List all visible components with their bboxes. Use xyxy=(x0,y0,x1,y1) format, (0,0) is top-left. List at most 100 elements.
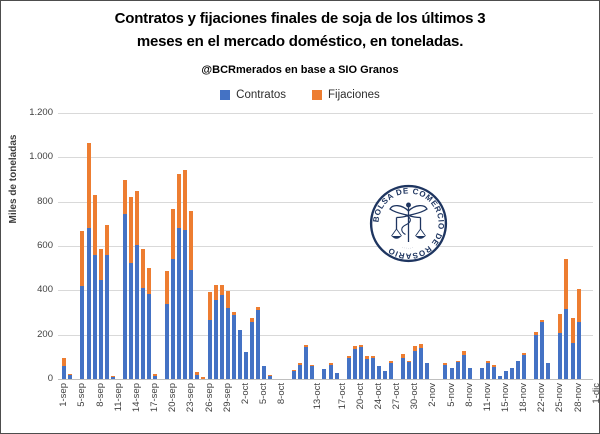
bar-contratos-segment xyxy=(213,300,218,379)
plot-area xyxy=(58,113,593,380)
bar-contratos-segment xyxy=(183,229,188,379)
bar-contratos-segment xyxy=(382,371,387,379)
bar-contratos-segment xyxy=(516,360,521,379)
x-tick-label: 14-sep xyxy=(130,383,142,413)
bar-contratos-segment xyxy=(461,354,466,379)
x-tick-label: 22-nov xyxy=(536,383,548,413)
bar-contratos-segment xyxy=(522,354,527,379)
y-tick-label: 0 xyxy=(47,373,53,384)
bar-fijaciones-segment xyxy=(413,346,418,351)
bar-contratos-segment xyxy=(249,321,254,379)
bar-fijaciones-segment xyxy=(304,345,309,348)
x-tick-label: 24-oct xyxy=(372,383,384,410)
bar-fijaciones-segment xyxy=(201,377,206,379)
chart-subtitle: @BCRmerados en base a SIO Granos xyxy=(201,64,399,76)
bar-fijaciones-segment xyxy=(68,374,73,376)
bar-contratos-segment xyxy=(576,321,581,379)
bar-contratos-segment xyxy=(370,358,375,379)
bar-contratos-segment xyxy=(195,374,200,379)
bar-fijaciones-segment xyxy=(225,290,230,309)
bar-fijaciones-segment xyxy=(352,346,357,350)
bar-fijaciones-segment xyxy=(407,361,412,363)
gridline xyxy=(58,201,593,203)
x-tick-label: 18-nov xyxy=(518,383,530,413)
bar-contratos-segment xyxy=(334,373,339,379)
x-tick-label: 17-oct xyxy=(336,383,348,410)
bar-contratos-segment xyxy=(401,358,406,379)
x-tick-label: 11-nov xyxy=(481,383,493,412)
bar-contratos-segment xyxy=(546,363,551,379)
bar-fijaciones-segment xyxy=(128,196,133,263)
x-tick-label: 1-dic xyxy=(590,383,600,404)
bar-fijaciones-segment xyxy=(122,179,127,215)
x-tick-label: 5-nov xyxy=(445,383,457,407)
bar-contratos-segment xyxy=(104,255,109,379)
bar-contratos-segment xyxy=(225,308,230,379)
x-tick-label: 26-sep xyxy=(203,383,215,413)
bar-fijaciones-segment xyxy=(328,362,333,365)
bar-contratos-segment xyxy=(407,362,412,379)
bar-fijaciones-segment xyxy=(419,344,424,349)
chart-title: Contratos y fijaciones finales de soja d… xyxy=(1,8,599,53)
bar-contratos-segment xyxy=(140,288,145,379)
bar-contratos-segment xyxy=(497,376,502,379)
bar-fijaciones-segment xyxy=(540,320,545,322)
fijaciones-swatch-icon xyxy=(312,90,323,100)
x-tick-label: 8-oct xyxy=(276,383,288,405)
bar-fijaciones-segment xyxy=(104,224,109,256)
bar-contratos-segment xyxy=(207,320,212,379)
bar-contratos-segment xyxy=(310,366,315,379)
bar-contratos-segment xyxy=(358,347,363,379)
bar-contratos-segment xyxy=(322,369,327,379)
bar-fijaciones-segment xyxy=(86,142,91,228)
bar-fijaciones-segment xyxy=(576,289,581,322)
bar-fijaciones-segment xyxy=(140,248,145,289)
x-tick-label: 13-oct xyxy=(312,383,324,410)
bar-fijaciones-segment xyxy=(370,355,375,359)
bar-contratos-segment xyxy=(443,365,448,379)
x-tick-label: 29-sep xyxy=(221,383,233,413)
gridline xyxy=(58,246,593,247)
bar-fijaciones-segment xyxy=(255,306,260,311)
x-tick-label: 1-sep xyxy=(58,383,70,407)
bar-contratos-segment xyxy=(86,227,91,379)
bar-fijaciones-segment xyxy=(92,194,97,256)
bar-fijaciones-segment xyxy=(570,318,575,344)
bar-fijaciones-segment xyxy=(62,357,67,367)
bar-contratos-segment xyxy=(304,347,309,379)
bar-fijaciones-segment xyxy=(455,360,460,363)
y-axis-title: Miles de toneladas xyxy=(8,134,19,224)
bar-fijaciones-segment xyxy=(207,292,212,321)
x-tick-label: 2-nov xyxy=(427,383,439,407)
seal-bottom-ornament: · · · · · · xyxy=(401,245,413,250)
bar-fijaciones-segment xyxy=(165,271,170,304)
y-tick-label: 600 xyxy=(37,240,53,251)
bar-fijaciones-segment xyxy=(461,351,466,355)
bar-contratos-segment xyxy=(298,364,303,379)
bar-contratos-segment xyxy=(219,295,224,379)
bar-contratos-segment xyxy=(534,334,539,379)
bar-contratos-segment xyxy=(147,293,151,379)
bar-contratos-segment xyxy=(564,308,569,379)
bar-contratos-segment xyxy=(485,363,490,379)
gridline xyxy=(58,157,593,159)
legend-label-contratos: Contratos xyxy=(236,89,287,101)
x-tick-label: 15-nov xyxy=(499,383,511,413)
bar-contratos-segment xyxy=(62,366,67,379)
bar-contratos-segment xyxy=(189,270,194,379)
bar-contratos-segment xyxy=(346,357,351,379)
bar-contratos-segment xyxy=(110,376,115,379)
bar-fijaciones-segment xyxy=(110,375,115,377)
x-tick-label: 11-sep xyxy=(112,383,124,412)
x-tick-label: 20-sep xyxy=(167,383,179,413)
bar-contratos-segment xyxy=(237,330,242,379)
x-tick-label: 30-oct xyxy=(409,383,421,410)
bar-fijaciones-segment xyxy=(558,314,563,333)
bar-contratos-segment xyxy=(455,362,460,379)
bar-fijaciones-segment xyxy=(231,312,236,315)
x-tick-label: 17-sep xyxy=(149,383,161,413)
bar-fijaciones-segment xyxy=(564,258,569,309)
chart-title-line2: meses en el mercado doméstico, en tonela… xyxy=(136,32,464,50)
legend-label-fijaciones: Fijaciones xyxy=(328,89,380,101)
